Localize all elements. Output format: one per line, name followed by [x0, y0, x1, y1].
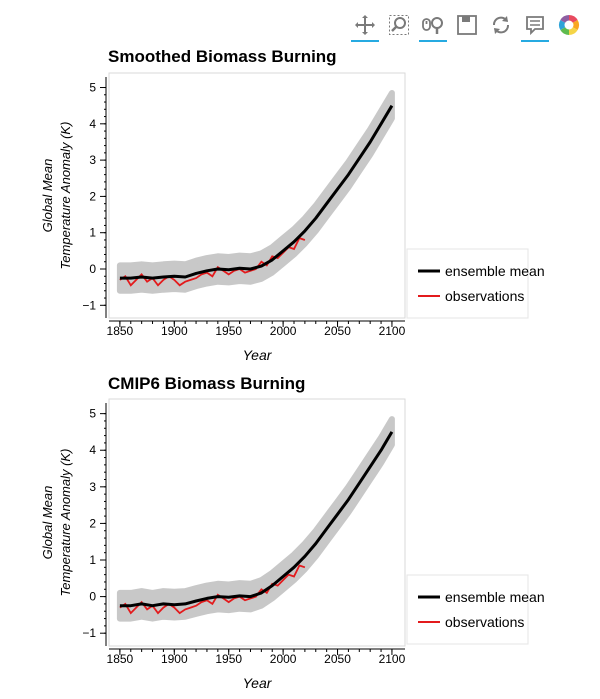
y-tick-label: 2 — [89, 189, 96, 203]
reset-icon — [493, 16, 509, 34]
legend-label-ensemble: ensemble mean — [445, 589, 545, 605]
x-axis-label: Year — [243, 675, 273, 691]
legend: ensemble mean observations — [406, 248, 545, 319]
chart-1: −1 0 1 2 3 4 5 1850 1900 1950 2000 2050 2100 Year Glob… — [40, 398, 545, 691]
ensemble-spread-band — [116, 416, 395, 622]
y-tick-label: 1 — [89, 553, 96, 567]
x-tick-label: 2000 — [270, 652, 297, 666]
legend: ensemble mean observations — [406, 574, 545, 645]
y-tick-label: 5 — [89, 81, 96, 95]
x-tick-label: 2050 — [324, 652, 351, 666]
pan-tool-button[interactable] — [348, 8, 382, 42]
bokeh-logo-icon — [559, 15, 579, 35]
y-axis-label-line1: Global Mean — [40, 159, 55, 233]
legend-label-observations: observations — [445, 288, 524, 304]
legend-box — [406, 574, 529, 645]
y-tick-label: 3 — [89, 480, 96, 494]
x-tick-label: 1900 — [161, 652, 188, 666]
legend-label-observations: observations — [445, 614, 524, 630]
y-axis-label-line2: Temperature Anomaly (K) — [58, 449, 73, 597]
ensemble-mean-line — [119, 431, 394, 608]
wheel-zoom-icon — [422, 17, 443, 34]
y-axis-label-line1: Global Mean — [40, 486, 55, 560]
x-tick-label: 2100 — [379, 324, 406, 338]
x-axis-label: Year — [243, 347, 273, 363]
save-icon — [457, 15, 477, 35]
x-tick-label: 2000 — [270, 324, 297, 338]
ensemble-spread-band — [116, 90, 395, 294]
y-tick-label: 5 — [89, 407, 96, 421]
bokeh-logo[interactable] — [552, 8, 586, 42]
hover-icon — [526, 16, 544, 36]
ensemble-mean-line — [119, 104, 394, 280]
y-tick-label: −1 — [82, 626, 96, 640]
x-tick-label: 2100 — [379, 652, 406, 666]
legend-label-ensemble: ensemble mean — [445, 263, 545, 279]
x-tick-label: 1850 — [107, 324, 134, 338]
pan-icon — [355, 15, 375, 35]
wheel-zoom-tool-button[interactable] — [416, 8, 450, 42]
y-tick-label: 2 — [89, 516, 96, 530]
box-zoom-tool-button[interactable] — [382, 8, 416, 42]
y-tick-label: 1 — [89, 226, 96, 240]
reset-tool-button[interactable] — [484, 8, 518, 42]
y-tick-label: 4 — [89, 117, 96, 131]
y-tick-label: 0 — [89, 262, 96, 276]
plot-title-smoothed: Smoothed Biomass Burning — [108, 47, 337, 66]
y-tick-label: 4 — [89, 443, 96, 457]
box-zoom-icon — [389, 15, 409, 35]
chart-0: −1 0 1 2 3 4 5 1850 1900 1950 2000 2050 2100 Year Glob… — [40, 72, 545, 363]
save-tool-button[interactable] — [450, 8, 484, 42]
x-tick-label: 1850 — [107, 652, 134, 666]
hover-tool-button[interactable] — [518, 8, 552, 42]
y-tick-label: −1 — [82, 298, 96, 312]
plot-title-cmip6: CMIP6 Biomass Burning — [108, 374, 306, 393]
y-tick-label: 3 — [89, 153, 96, 167]
legend-box — [406, 248, 529, 319]
x-tick-label: 1950 — [215, 324, 242, 338]
x-tick-label: 2050 — [324, 324, 351, 338]
y-tick-label: 0 — [89, 590, 96, 604]
x-tick-label: 1950 — [215, 652, 242, 666]
plot-frame — [108, 398, 406, 647]
x-tick-label: 1900 — [161, 324, 188, 338]
y-axis-label-line2: Temperature Anomaly (K) — [58, 122, 73, 270]
bokeh-toolbar — [348, 8, 586, 44]
plot-frame — [108, 72, 406, 319]
